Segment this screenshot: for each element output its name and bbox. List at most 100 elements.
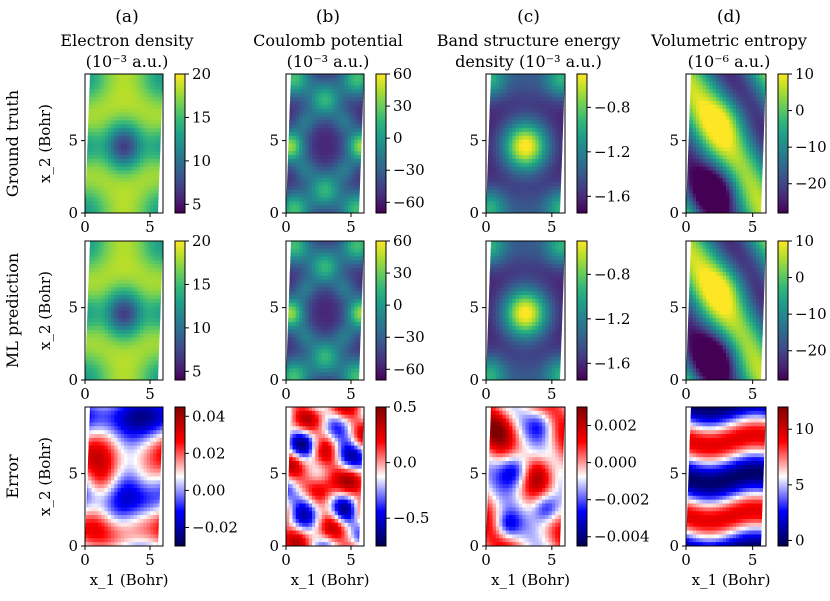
heatmap-cell [117,182,122,187]
heatmap-cell [512,147,517,152]
heatmap-cell [538,158,543,164]
heatmap-cell [706,77,710,83]
heatmap-cell [94,158,99,164]
heatmap-cell [555,124,560,129]
heatmap-cell [752,135,757,141]
heatmap-cell [302,185,307,191]
heatmap-cell [318,143,323,148]
heatmap-cell [107,287,112,292]
heatmap-cell [706,116,710,121]
heatmap-cell [746,178,750,183]
heatmap-cell [739,101,744,106]
heatmap-cell [315,143,320,148]
heatmap-cell [111,322,115,327]
heatmap-cell [305,139,310,145]
heatmap-cell [292,275,297,281]
heatmap-cell [334,155,339,160]
heatmap-cell [315,112,320,118]
heatmap-cell [305,209,310,213]
heatmap-cell [334,97,339,102]
heatmap-cell [541,104,546,110]
heatmap-cell [94,318,99,323]
heatmap-cell [318,268,323,273]
heatmap-cell [146,318,151,323]
heatmap-cell [736,89,740,94]
heatmap-cell [502,74,507,79]
heatmap-cell [729,104,734,110]
heatmap-cell [130,197,135,203]
heatmap-cell [107,360,112,366]
heatmap-cell [689,116,694,121]
heatmap-cell [88,209,93,213]
heatmap-cell [111,360,115,366]
heatmap-cell [331,302,336,308]
heatmap-cell [153,104,158,110]
heatmap-cell [360,275,364,281]
heatmap-cell [351,291,355,296]
heatmap-cell [150,185,154,191]
heatmap-cell [308,112,313,118]
heatmap-cell [489,85,494,91]
heatmap-cell [107,368,112,373]
heatmap-cell [354,279,359,285]
heatmap-cell [120,143,125,148]
heatmap-cell [120,275,125,281]
colorbar-tick-label: 10 [192,319,211,337]
heatmap-cell [331,104,336,110]
heatmap-cell [114,279,119,285]
heatmap-cell [512,166,517,172]
heatmap-cell [551,209,556,213]
heatmap-cell [308,147,313,152]
heatmap-cell [292,85,297,91]
heatmap-cell [351,174,355,179]
heatmap-cell [91,329,96,335]
heatmap-cell [736,193,740,199]
heatmap-cell [512,112,517,118]
heatmap-cell [94,306,99,312]
heatmap-cell [535,101,540,106]
heatmap-cell [334,268,339,273]
heatmap-cell [505,120,510,125]
heatmap-cell [140,376,145,380]
heatmap-cell [111,345,115,350]
heatmap-cell [759,108,764,114]
plot-frame [84,240,164,381]
heatmap-cell [114,143,119,148]
heatmap-cell [325,174,329,179]
heatmap-cell [344,205,349,210]
heatmap-cell [94,333,99,339]
heatmap-cell [686,81,690,87]
heatmap-cell [305,108,310,114]
heatmap-cell [325,162,329,168]
heatmap-cell [347,131,352,137]
heatmap-cell [344,275,349,281]
heatmap-cell [515,120,520,125]
heatmap-cell [107,120,112,125]
heatmap-cell [114,147,119,152]
heatmap-cell [127,349,132,354]
heatmap-cell [107,197,112,203]
heatmap-cell [331,248,336,254]
heatmap-cell [111,197,115,203]
heatmap-cell [127,89,132,94]
heatmap-cell [292,112,297,118]
heatmap-cell [328,268,333,273]
heatmap-cell [515,89,520,94]
heatmap-cell [548,89,553,94]
heatmap-cell [689,131,694,137]
heatmap-cell [354,158,359,164]
heatmap-cell [357,318,362,323]
heatmap-cell [133,124,138,129]
heatmap-cell [354,283,359,288]
heatmap-cell [98,112,102,118]
heatmap-cell [528,93,533,98]
heatmap-cell [729,166,734,172]
heatmap-cell [88,170,93,175]
heatmap-cell [318,174,323,179]
heatmap-cell [759,182,764,187]
heatmap-cell [133,201,138,206]
heatmap-cell [338,151,342,156]
heatmap-cell [143,101,148,106]
heatmap-cell [140,162,145,168]
heatmap-cell [696,178,700,183]
